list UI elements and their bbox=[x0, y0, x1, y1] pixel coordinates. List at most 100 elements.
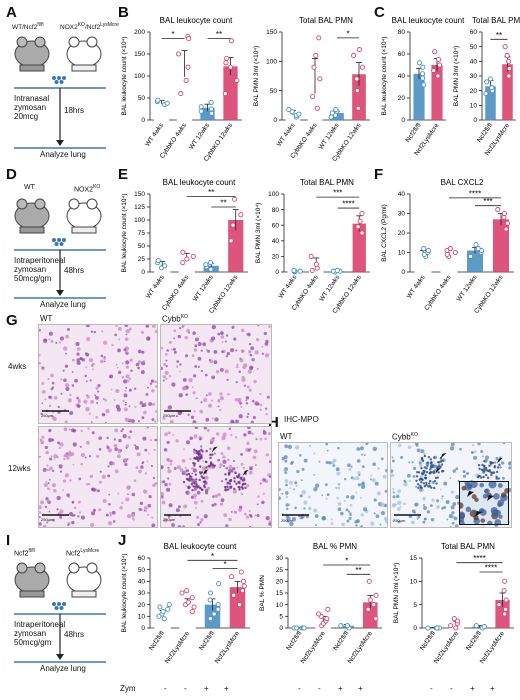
cell-nucleus bbox=[201, 466, 207, 471]
cell-nucleus bbox=[255, 438, 258, 441]
infiltrate-cell bbox=[428, 472, 432, 475]
infiltrate-cell bbox=[203, 485, 206, 489]
data-point bbox=[501, 588, 507, 594]
cell-nucleus bbox=[361, 453, 363, 456]
cell-nucleus bbox=[90, 330, 94, 333]
cell-nucleus bbox=[212, 495, 215, 498]
cell-nucleus bbox=[164, 352, 168, 356]
panel-letter-f: F bbox=[374, 166, 384, 183]
cell-nucleus bbox=[100, 354, 104, 358]
cell-nucleus bbox=[166, 440, 170, 444]
schematic-a-step1: Intranasal bbox=[14, 94, 50, 103]
cell-nucleus bbox=[356, 447, 361, 451]
cell-nucleus bbox=[104, 398, 108, 402]
data-point bbox=[451, 616, 457, 622]
cell-nucleus bbox=[62, 369, 65, 372]
infiltrate-cell bbox=[199, 465, 202, 468]
cell-nucleus bbox=[119, 506, 123, 510]
cell-nucleus bbox=[41, 381, 45, 385]
y-tick-label: 20 bbox=[276, 579, 284, 586]
infiltrate-cell bbox=[425, 483, 428, 487]
cell-nucleus bbox=[88, 357, 94, 363]
cell-nucleus bbox=[135, 362, 140, 367]
cell-nucleus bbox=[350, 476, 354, 480]
cell-nucleus bbox=[493, 492, 500, 500]
zymosan-dots-icon bbox=[52, 602, 66, 610]
cell-nucleus bbox=[231, 325, 235, 329]
cell-nucleus bbox=[128, 388, 132, 392]
cell-nucleus bbox=[123, 393, 128, 398]
data-point bbox=[165, 606, 171, 612]
cell-nucleus bbox=[46, 499, 50, 503]
cell-nucleus bbox=[495, 456, 499, 461]
cell-nucleus bbox=[308, 495, 311, 499]
infiltrate-cell bbox=[237, 474, 240, 478]
cell-nucleus bbox=[163, 448, 168, 452]
cell-nucleus bbox=[204, 373, 208, 377]
x-tick-label: CybbKO 4wks bbox=[161, 274, 191, 312]
y-tick-label: 20 bbox=[470, 88, 478, 95]
cell-nucleus bbox=[166, 458, 170, 462]
cell-nucleus bbox=[238, 508, 242, 512]
cell-nucleus bbox=[230, 419, 235, 423]
cell-nucleus bbox=[72, 463, 75, 466]
cell-nucleus bbox=[86, 395, 90, 399]
significance-label: **** bbox=[342, 200, 354, 209]
cell-nucleus bbox=[108, 502, 111, 506]
ihc-cybbko: 250μm bbox=[390, 442, 512, 528]
cell-nucleus bbox=[85, 366, 88, 369]
cell-nucleus bbox=[39, 522, 42, 526]
cell-nucleus bbox=[203, 514, 208, 519]
cell-nucleus bbox=[360, 525, 363, 527]
data-point bbox=[453, 625, 459, 631]
cell-nucleus bbox=[150, 439, 153, 442]
cell-nucleus bbox=[187, 413, 190, 417]
bar bbox=[485, 86, 496, 120]
y-tick-label: 40 bbox=[138, 579, 146, 586]
cell-nucleus bbox=[328, 461, 332, 465]
cell-nucleus bbox=[221, 341, 224, 343]
cell-nucleus bbox=[103, 340, 108, 345]
cell-nucleus bbox=[418, 461, 422, 465]
infiltrate-cell bbox=[194, 485, 197, 488]
cell-nucleus bbox=[233, 337, 237, 341]
data-point bbox=[179, 590, 185, 596]
chart-c2: Total BAL PMN BAL PMN 3ml (×10⁴) 0 10 20 30 40… bbox=[453, 16, 520, 157]
cell-nucleus bbox=[188, 378, 193, 383]
cell-nucleus bbox=[251, 399, 255, 403]
infiltrate-cell bbox=[480, 468, 484, 472]
cell-nucleus bbox=[74, 378, 78, 383]
cell-nucleus bbox=[422, 496, 426, 501]
cell-nucleus bbox=[219, 392, 223, 396]
cell-nucleus bbox=[313, 508, 318, 513]
cell-nucleus bbox=[197, 342, 202, 346]
schematic-a-right-label: NOX2KO/Ncf2LysMcre bbox=[60, 22, 119, 32]
data-point bbox=[207, 597, 213, 603]
cell-nucleus bbox=[154, 438, 157, 442]
schematic-d-end: Analyze lung bbox=[40, 300, 86, 309]
chart-title: Total BAL PMN bbox=[300, 178, 354, 187]
cell-nucleus bbox=[221, 350, 224, 354]
cell-nucleus bbox=[500, 461, 505, 465]
infiltrate-cell bbox=[440, 459, 443, 462]
data-point bbox=[329, 110, 335, 116]
cell-nucleus bbox=[154, 330, 157, 334]
x-tick-label: Ncf2fl/fl bbox=[404, 122, 422, 144]
data-point bbox=[207, 590, 214, 596]
cell-nucleus bbox=[228, 464, 233, 469]
cell-nucleus bbox=[101, 474, 106, 479]
cell-nucleus bbox=[143, 410, 147, 415]
cell-nucleus bbox=[281, 492, 284, 495]
cell-nucleus bbox=[105, 408, 110, 414]
cell-nucleus bbox=[121, 362, 124, 365]
cell-nucleus bbox=[313, 487, 318, 492]
x-tick-label: WT 4wks bbox=[144, 122, 165, 148]
y-tick-label: 150 bbox=[266, 29, 277, 36]
infiltrate-cell bbox=[229, 485, 233, 489]
infiltrate-cell bbox=[213, 464, 216, 467]
infiltrate-cell bbox=[484, 473, 488, 477]
cell-nucleus bbox=[452, 502, 457, 506]
cell-nucleus bbox=[162, 416, 166, 420]
cell-nucleus bbox=[71, 428, 75, 433]
cell-nucleus bbox=[403, 482, 408, 487]
